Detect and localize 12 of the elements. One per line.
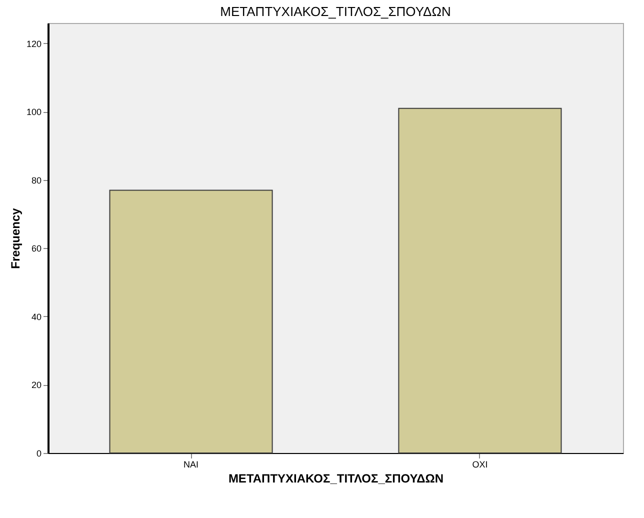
y-axis-title: Frequency	[8, 208, 22, 269]
y-tick-label: 100	[26, 107, 42, 118]
x-tick-label: ΟΧΙ	[472, 460, 488, 470]
y-tick-label: 80	[31, 175, 42, 186]
x-tick-label: ΝΑΙ	[184, 460, 199, 470]
chart-title: ΜΕΤΑΠΤΥΧΙΑΚΟΣ_ΤΙΤΛΟΣ_ΣΠΟΥΔΩΝ	[220, 4, 451, 19]
y-tick-label: 120	[26, 38, 42, 49]
y-tick-label: 0	[36, 448, 42, 458]
x-axis-title: ΜΕΤΑΠΤΥΧΙΑΚΟΣ_ΤΙΤΛΟΣ_ΣΠΟΥΔΩΝ	[228, 472, 444, 486]
y-tick-label: 20	[31, 380, 42, 390]
y-tick-label: 60	[31, 244, 42, 254]
y-tick-label: 40	[31, 312, 42, 322]
